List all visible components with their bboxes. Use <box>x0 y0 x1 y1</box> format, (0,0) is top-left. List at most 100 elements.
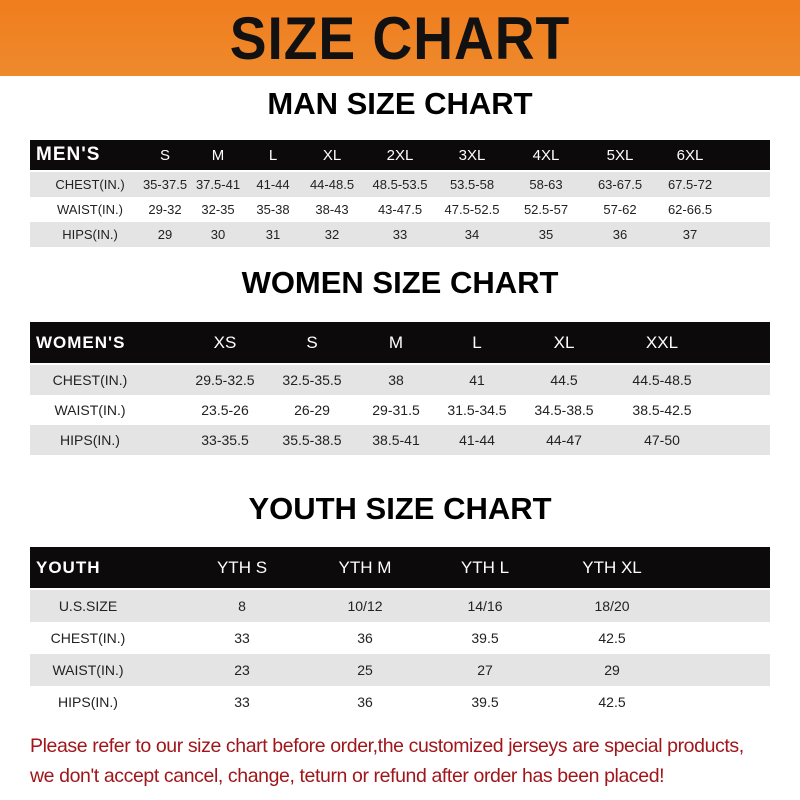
table-cell: 34 <box>464 227 480 242</box>
size-column-header: 5XL <box>606 146 634 164</box>
table-cell: 39.5 <box>471 630 499 646</box>
size-column-header: YTH L <box>460 557 510 577</box>
measurement-label: HIPS(IN.) <box>62 227 118 242</box>
table-cell: 41-44 <box>256 177 290 192</box>
size-column-header: 6XL <box>676 146 704 164</box>
table-cell: 42.5 <box>598 694 626 710</box>
table-cell: 29 <box>157 227 173 242</box>
footer-notice-line-2: we don't accept cancel, change, teturn o… <box>30 765 665 787</box>
measurement-label: CHEST(IN.) <box>50 630 126 646</box>
measurement-label: WAIST(IN.) <box>52 662 124 678</box>
table-cell: 63-67.5 <box>597 177 643 192</box>
table-cell: 32 <box>324 227 340 242</box>
table-header-label: YOUTH <box>36 557 101 577</box>
table-row: CHEST(IN.) 33 36 39.5 42.5 <box>30 622 770 654</box>
table-cell: 41-44 <box>459 432 495 448</box>
table-cell: 29-31.5 <box>372 402 420 418</box>
size-column-header: XL <box>322 146 342 164</box>
table-row: HIPS(IN.) 33 36 39.5 42.5 <box>30 686 770 718</box>
table-cell: 42.5 <box>598 630 626 646</box>
table-cell: 23 <box>234 662 250 678</box>
table-row: WAIST(IN.) 29-32 32-35 35-38 38-43 43-47.5 47.… <box>30 197 770 222</box>
size-column-header: 4XL <box>532 146 560 164</box>
table-cell: 38-43 <box>315 202 349 217</box>
measurement-label: HIPS(IN.) <box>58 694 118 710</box>
men-title: MAN SIZE CHART <box>267 86 533 121</box>
table-row: HIPS(IN.) 33-35.5 35.5-38.5 38.5-41 41-44 44-… <box>30 425 770 455</box>
table-cell: 23.5-26 <box>201 402 249 418</box>
table-cell: 36 <box>357 694 373 710</box>
table-cell: 36 <box>612 227 628 242</box>
table-cell: 58-63 <box>529 177 563 192</box>
table-cell: 30 <box>210 227 226 242</box>
table-cell: 37 <box>682 227 698 242</box>
table-cell: 14/16 <box>467 598 503 614</box>
table-row: CHEST(IN.) 29.5-32.5 32.5-35.5 38 41 44.5 44.5… <box>30 365 770 395</box>
table-cell: 29.5-32.5 <box>195 372 255 388</box>
table-cell: 35-37.5 <box>142 177 188 192</box>
table-cell: 33-35.5 <box>201 432 249 448</box>
table-cell: 34.5-38.5 <box>534 402 594 418</box>
table-cell: 10/12 <box>347 598 383 614</box>
table-header-label: MEN'S <box>36 144 101 165</box>
table-cell: 31.5-34.5 <box>447 402 507 418</box>
size-column-header: L <box>472 332 482 352</box>
table-cell: 44.5 <box>550 372 578 388</box>
table-cell: 33 <box>234 694 250 710</box>
size-column-header: 3XL <box>458 146 486 164</box>
size-column-header: S <box>306 332 318 352</box>
size-column-header: S <box>159 146 171 164</box>
youth-title: YOUTH SIZE CHART <box>248 491 552 526</box>
table-cell: 48.5-53.5 <box>372 177 428 192</box>
table-row: CHEST(IN.) 35-37.5 37.5-41 41-44 44-48.5 48.5… <box>30 172 770 197</box>
size-column-header: XXL <box>645 332 679 352</box>
table-row: WAIST(IN.) 23 25 27 29 <box>30 654 770 686</box>
table-header-label: WOMEN'S <box>36 332 126 352</box>
size-column-header: XS <box>213 332 237 352</box>
table-cell: 35 <box>538 227 554 242</box>
table-cell: 25 <box>357 662 373 678</box>
table-cell: 36 <box>357 630 373 646</box>
size-column-header: XL <box>553 332 575 352</box>
size-column-header: M <box>388 332 404 352</box>
youth-header-row: YOUTH YTH S YTH M YTH L YTH XL <box>30 547 770 588</box>
table-cell: 44-47 <box>546 432 582 448</box>
size-column-header: YTH XL <box>582 557 642 577</box>
table-cell: 38 <box>388 372 404 388</box>
table-cell: 31 <box>265 227 281 242</box>
table-cell: 35-38 <box>256 202 290 217</box>
table-cell: 27 <box>477 662 493 678</box>
size-column-header: L <box>268 146 278 164</box>
table-cell: 41 <box>469 372 485 388</box>
size-column-header: YTH S <box>216 557 268 577</box>
table-cell: 53.5-58 <box>449 177 495 192</box>
table-cell: 43-47.5 <box>377 202 423 217</box>
banner-title: SIZE CHART <box>229 5 571 72</box>
women-size-table: WOMEN'S XS S M L XL XXL CHEST(IN.) 29.5-32.5 32.5… <box>30 322 770 455</box>
men-size-table: MEN'S S M L XL 2XL 3XL 4XL 5XL 6XL CHEST(IN.) 35-37… <box>30 140 770 247</box>
table-cell: 8 <box>238 598 246 614</box>
table-cell: 32-35 <box>201 202 235 217</box>
table-cell: 47-50 <box>644 432 680 448</box>
table-cell: 67.5-72 <box>667 177 713 192</box>
size-column-header: 2XL <box>386 146 414 164</box>
table-cell: 33 <box>234 630 250 646</box>
measurement-label: CHEST(IN.) <box>52 372 128 388</box>
table-cell: 35.5-38.5 <box>282 432 342 448</box>
women-header-row: WOMEN'S XS S M L XL XXL <box>30 322 770 363</box>
table-row: U.S.SIZE 8 10/12 14/16 18/20 <box>30 590 770 622</box>
women-title: WOMEN SIZE CHART <box>241 265 559 300</box>
measurement-label: WAIST(IN.) <box>54 402 126 418</box>
measurement-label: U.S.SIZE <box>58 598 118 614</box>
banner: SIZE CHART <box>0 0 800 76</box>
table-cell: 44.5-48.5 <box>632 372 692 388</box>
measurement-label: WAIST(IN.) <box>57 202 123 217</box>
table-cell: 32.5-35.5 <box>282 372 342 388</box>
measurement-label: CHEST(IN.) <box>55 177 125 192</box>
table-cell: 44-48.5 <box>309 177 355 192</box>
table-row: HIPS(IN.) 29 30 31 32 33 34 35 36 37 <box>30 222 770 247</box>
youth-size-table: YOUTH YTH S YTH M YTH L YTH XL U.S.SIZE 8 10/12… <box>30 547 770 718</box>
table-cell: 29-32 <box>148 202 182 217</box>
size-column-header: YTH M <box>338 557 392 577</box>
table-cell: 29 <box>604 662 620 678</box>
